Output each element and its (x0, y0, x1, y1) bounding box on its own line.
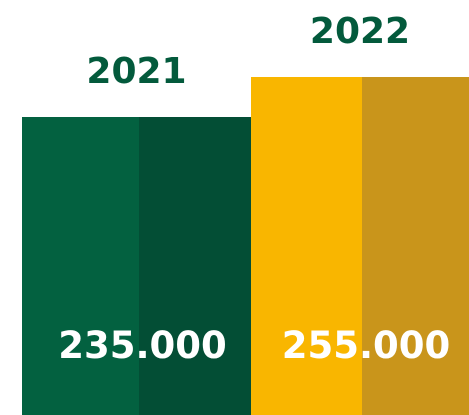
category-label-2021: 2021 (86, 51, 186, 92)
category-label-2022: 2022 (310, 11, 410, 52)
bar-2021-right-half (139, 117, 251, 415)
value-label-2022: 255.000 (282, 324, 451, 367)
bars-group (22, 77, 469, 415)
bar-2021-left-half (22, 117, 139, 415)
value-label-2021: 235.000 (58, 324, 227, 367)
bar-2022-right-half (362, 77, 469, 415)
labels-group: 2021 235.000 2022 255.000 (58, 11, 450, 367)
bar-2022-left-half (251, 77, 362, 415)
